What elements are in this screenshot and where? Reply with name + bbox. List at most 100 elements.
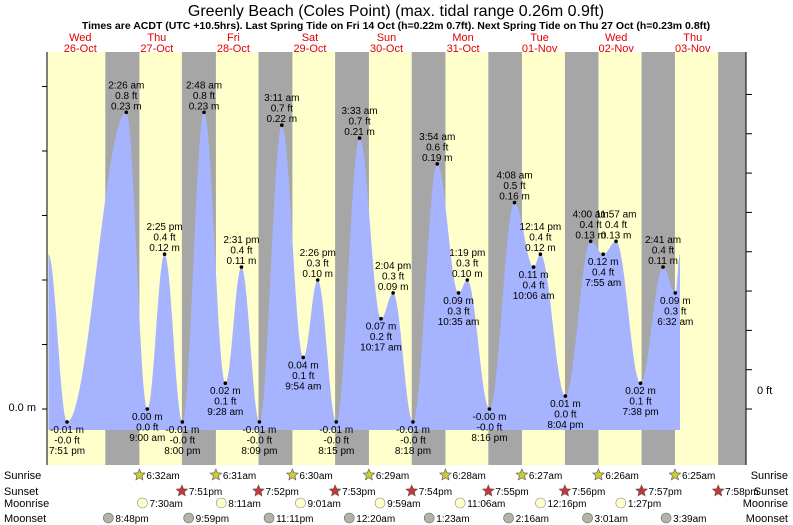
tide-label: 0.02 m (210, 386, 241, 397)
sunset-icon (558, 484, 572, 497)
day-weekday: Fri (227, 32, 240, 44)
tide-label: 0.4 ft (652, 246, 674, 257)
tide-label: -0.01 m (50, 425, 84, 436)
sunset-time: 7:55pm (495, 487, 528, 498)
day-date: 01-Nov (522, 43, 558, 55)
tide-label: 8:00 pm (164, 446, 200, 457)
sunrise-icon (209, 468, 223, 481)
day-weekday: Sat (302, 32, 319, 44)
tide-label: 0.12 m (588, 257, 619, 268)
tide-point (180, 420, 185, 424)
tide-label: 7:55 am (585, 278, 621, 289)
tide-label: -0.0 ft (170, 435, 196, 446)
tide-label: 0.1 ft (629, 397, 651, 408)
tide-point (512, 200, 517, 205)
tide-label: 0.09 m (443, 296, 474, 307)
tide-label: 0.10 m (302, 269, 333, 280)
tide-curve (48, 112, 680, 431)
tide-label: 12:14 pm (520, 222, 562, 233)
sunrise-icon (132, 468, 146, 481)
tide-point (124, 110, 129, 115)
tide-label: -0.01 m (242, 425, 276, 436)
day-date: 30-Oct (370, 43, 403, 55)
tide-label: 0.00 m (132, 412, 163, 423)
day-headers: Wed26-OctThu27-OctFri28-OctSat29-OctSun3… (64, 32, 711, 55)
moonset-icon (423, 512, 435, 524)
moonrise-label-left: Moonrise (4, 498, 49, 510)
tide-label: 0.23 m (189, 101, 220, 112)
tide-point (531, 265, 536, 269)
tide-label: 0.01 m (550, 399, 581, 410)
moonrise-time: 12:16pm (548, 499, 587, 510)
day-date: 27-Oct (140, 43, 173, 55)
tide-point (411, 420, 415, 424)
tide-label: 0.07 m (366, 322, 397, 333)
tide-label: 3:54 am (419, 132, 455, 143)
tide-point (538, 252, 543, 256)
day-weekday: Mon (452, 32, 473, 44)
tide-label: -0.01 m (319, 425, 353, 436)
sunset-icon (711, 484, 725, 497)
chart-title: Greenly Beach (Coles Point) (max. tidal … (188, 3, 604, 20)
tide-label: 0.22 m (267, 114, 298, 125)
day-date: 02-Nov (598, 43, 634, 55)
tide-point (223, 381, 228, 386)
tide-point (673, 291, 678, 295)
tide-label: 1:19 pm (449, 248, 485, 259)
moonset-icon (103, 512, 114, 524)
tide-label: 0.0 ft (136, 423, 158, 434)
tide-label: -0.0 ft (54, 435, 80, 446)
sunrise-time: 6:30am (299, 471, 332, 482)
moonset-icon (503, 512, 514, 524)
row-labels: Sunrise Sunset Moonrise Moonset Sunrise … (4, 470, 788, 525)
tide-label: 9:00 am (129, 433, 165, 444)
left-axis-zero-label: 0.0 m (8, 402, 36, 414)
tide-label: 0.12 m (525, 243, 556, 254)
axis-ticks (42, 86, 752, 410)
sunset-icon (405, 484, 419, 497)
tide-label: -0.01 m (165, 425, 199, 436)
tide-label: 0.5 ft (503, 181, 525, 192)
sunrise-time: 6:25am (682, 471, 715, 482)
tide-label: 4:08 am (496, 171, 532, 182)
tide-label: 9:54 am (285, 381, 321, 392)
tide-label: 9:28 am (207, 407, 243, 418)
sunrise-icon (285, 468, 299, 481)
day-date: 03-Nov (675, 43, 711, 55)
sunset-icon (328, 484, 342, 497)
tide-label: 0.6 ft (426, 142, 448, 153)
moonset-time: 9:59pm (196, 514, 229, 525)
tide-label: 7:51 pm (49, 446, 85, 457)
sunrise-icon (438, 468, 452, 481)
moonset-time: 2:16am (516, 514, 549, 525)
tide-label: 0.4 ft (580, 220, 602, 231)
day-weekday: Wed (605, 32, 627, 44)
tide-label: 2:41 am (645, 235, 681, 246)
sunset-time: 7:58pm (725, 487, 758, 498)
tide-label: 0.2 ft (370, 332, 392, 343)
tide-label: 0.3 ft (382, 271, 404, 282)
tide-label: 8:04 pm (547, 420, 583, 431)
tide-label: -0.0 ft (247, 435, 273, 446)
sunrise-label-right: Sunrise (751, 470, 788, 482)
tide-label: 0.23 m (111, 101, 142, 112)
sunset-label-right: Sunset (754, 486, 788, 498)
tide-point (280, 123, 284, 127)
tide-point (661, 265, 665, 269)
tide-point (357, 136, 362, 140)
sunrise-time: 6:29am (376, 471, 409, 482)
tide-label: 0.16 m (499, 192, 530, 203)
tide-label: 0.09 m (660, 296, 691, 307)
tide-label: 11:57 am (596, 209, 637, 220)
tide-label: 0.11 m (648, 256, 678, 267)
tide-label: 2:26 pm (300, 248, 336, 259)
day-weekday: Thu (683, 32, 702, 44)
tide-label: 0.10 m (452, 269, 483, 280)
day-weekday: Wed (69, 32, 91, 44)
sunset-time: 7:56pm (572, 487, 605, 498)
tide-label: 10:06 am (513, 291, 555, 302)
sunset-icon (481, 484, 495, 497)
tide-label: 6:32 am (657, 317, 693, 328)
